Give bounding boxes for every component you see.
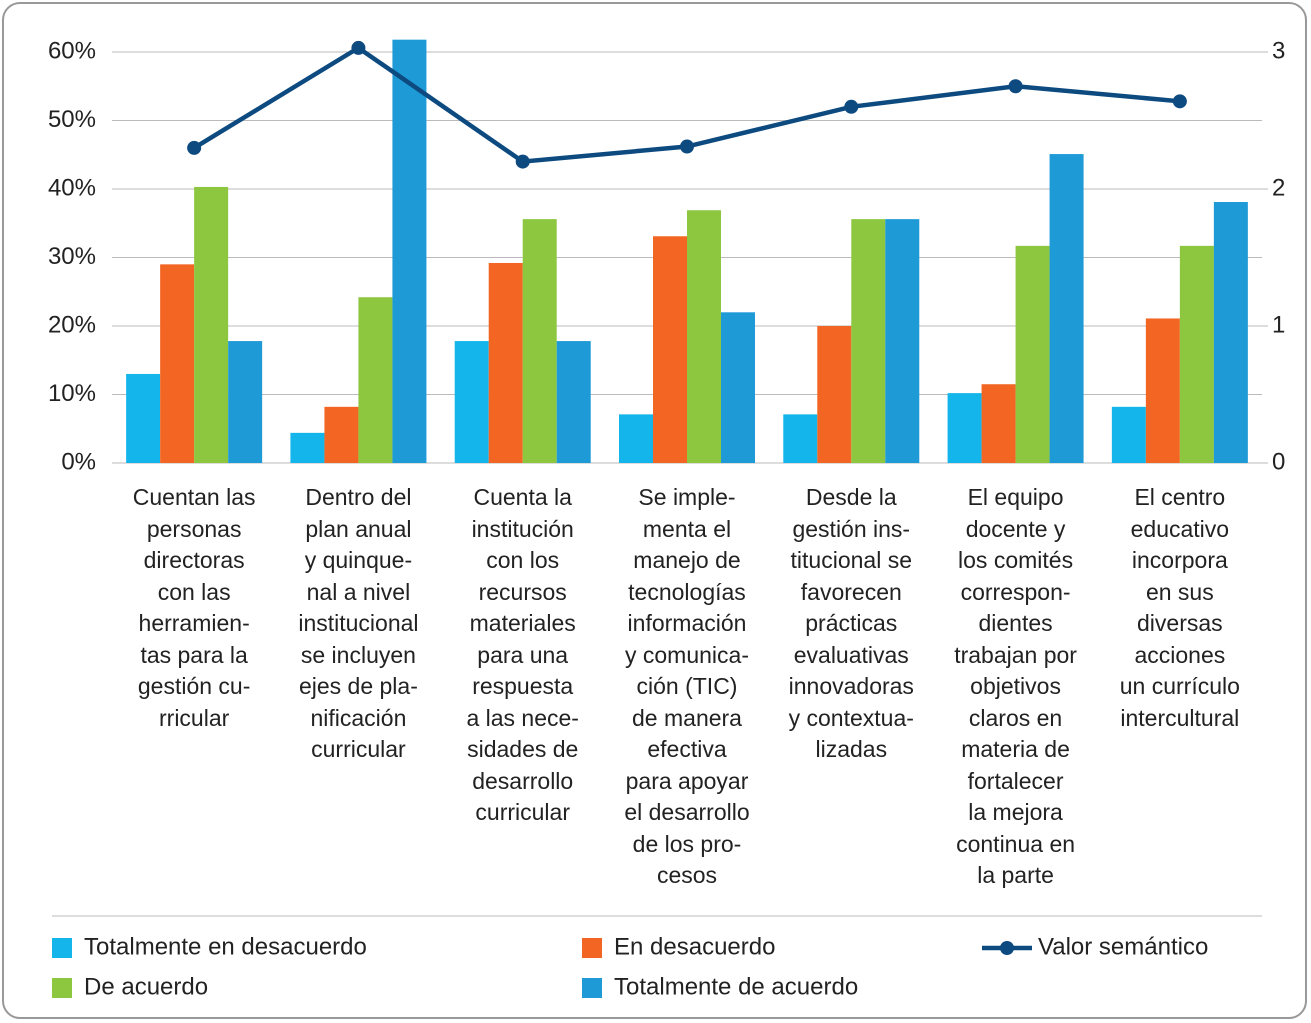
line-point [1008, 79, 1023, 94]
x-tick-label: El equipo docente y los comités correspo… [954, 484, 1077, 888]
y-tick-label: 60% [48, 37, 96, 64]
bar [290, 432, 325, 463]
line-point [187, 140, 202, 155]
legend-point [1000, 941, 1014, 955]
legend-swatch [582, 938, 602, 958]
bar [324, 406, 359, 463]
legend-swatch [52, 938, 72, 958]
bar [1049, 154, 1084, 463]
bar [1015, 245, 1050, 463]
y-tick-label: 30% [48, 243, 96, 270]
line-point [844, 99, 859, 114]
x-tick-label: El centro educativo incorpora en sus div… [1119, 484, 1240, 731]
legend-label: Valor semántico [1038, 933, 1208, 960]
bar [885, 219, 920, 463]
bar [653, 236, 687, 463]
y-tick-label: 10% [48, 380, 96, 407]
bar [947, 393, 982, 463]
bar [1213, 202, 1248, 463]
legend-label: De acuerdo [84, 973, 208, 1000]
bar [126, 373, 161, 463]
y2-tick-label: 2 [1272, 174, 1285, 201]
legend-label: Totalmente de acuerdo [614, 973, 858, 1000]
legend-label: Totalmente en desacuerdo [84, 933, 367, 960]
bar [454, 341, 489, 463]
bar [160, 264, 195, 463]
y2-tick-label: 3 [1272, 37, 1285, 64]
x-tick-label: Cuenta la institución con los recursos m… [466, 484, 579, 825]
bar [981, 384, 1016, 463]
bar [619, 414, 653, 463]
x-tick-label: Dentro del plan anual y quinque- nal a n… [298, 484, 419, 762]
bar [1145, 318, 1180, 463]
bar [721, 312, 755, 463]
line-point [1172, 94, 1187, 109]
y-tick-label: 50% [48, 106, 96, 133]
y-tick-label: 20% [48, 311, 96, 338]
line-point [515, 154, 530, 169]
bar [1111, 406, 1146, 463]
legend-swatch [52, 978, 72, 998]
y-tick-label: 40% [48, 174, 96, 201]
bar [522, 219, 557, 463]
bar [392, 39, 427, 464]
x-tick-label: Cuentan las personas directoras con las … [132, 484, 256, 731]
legend-label: En desacuerdo [614, 933, 775, 960]
bar [851, 219, 886, 463]
y2-tick-label: 1 [1272, 311, 1285, 338]
bar [358, 297, 393, 463]
x-tick-label: Desde la gestión ins- titucional se favo… [788, 484, 914, 762]
legend-swatch [582, 978, 602, 998]
line-point [351, 40, 366, 55]
bar [687, 210, 721, 463]
bar [194, 186, 229, 463]
bar [783, 414, 818, 463]
y-tick-label: 0% [61, 448, 96, 475]
chart: 0% 10% 20% 30% 40% 50% 60% 0 1 2 3 Totalmente en de… [48, 37, 1285, 1000]
bar [488, 262, 523, 463]
line-point [680, 139, 694, 154]
bar [228, 341, 263, 463]
bar [817, 326, 852, 463]
y2-tick-label: 0 [1272, 448, 1285, 475]
bar [556, 341, 591, 463]
bar [1179, 245, 1214, 463]
x-tick-label: Se imple- menta el manejo de tecnologías… [624, 484, 750, 888]
